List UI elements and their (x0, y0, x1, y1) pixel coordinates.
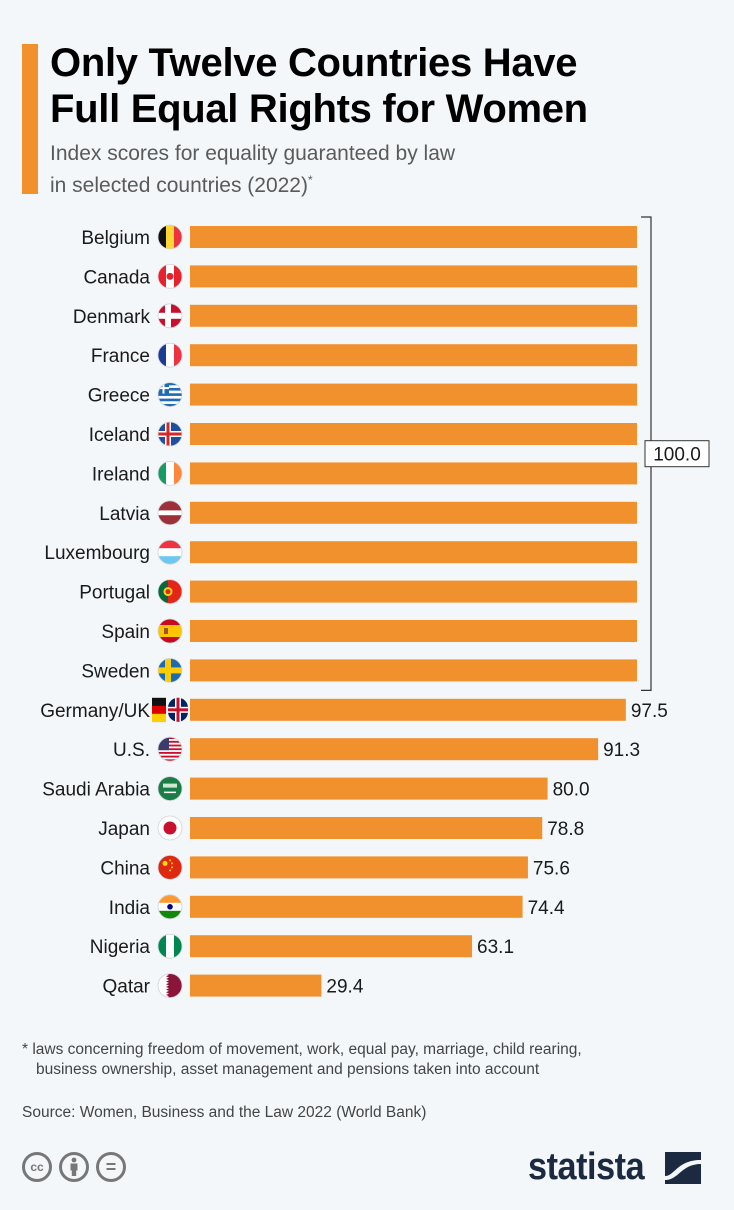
value-label: 29.4 (326, 977, 363, 998)
footnote: * laws concerning freedom of movement, w… (22, 1040, 632, 1080)
bar (190, 895, 523, 918)
title-line-2: Full Equal Rights for Women (50, 87, 588, 131)
category-label: Saudi Arabia (42, 780, 150, 801)
bar (190, 541, 637, 564)
value-label: 78.8 (547, 819, 584, 840)
value-label: 75.6 (533, 858, 570, 879)
license-icons: cc = (22, 1152, 126, 1182)
germany-flag (152, 697, 166, 723)
person-glyph (70, 1157, 78, 1176)
bar (190, 620, 637, 642)
bar (190, 777, 548, 800)
by-attribution-icon[interactable] (59, 1152, 89, 1182)
qatar-flag (157, 973, 183, 998)
latvia-flag (157, 500, 183, 526)
category-label: Spain (101, 622, 150, 643)
bar (190, 501, 637, 524)
group-label-box (644, 440, 710, 468)
bar (190, 935, 473, 958)
value-label: 91.3 (603, 740, 640, 761)
india-flag (157, 894, 183, 920)
statista-logo-icon (665, 1151, 702, 1184)
luxembourg-flag (157, 539, 183, 565)
category-label: Greece (88, 386, 150, 407)
statista-logo[interactable]: statista (528, 1146, 702, 1189)
category-label: Latvia (99, 504, 150, 525)
subtitle-footnote-mark: * (307, 173, 313, 187)
no-derivatives-icon[interactable]: = (96, 1152, 126, 1182)
group-label: 100.0 (653, 445, 701, 466)
uk-flag (168, 697, 188, 722)
us-flag (157, 736, 183, 762)
value-label: 74.4 (528, 898, 565, 919)
bar (190, 580, 637, 603)
category-label: Nigeria (90, 937, 151, 958)
france-flag (157, 342, 183, 368)
nigeria-flag (157, 933, 183, 959)
sweden-flag (157, 658, 183, 683)
denmark-flag (157, 303, 183, 329)
bar (190, 698, 626, 721)
chart-title: Only Twelve Countries Have Full Equal Ri… (50, 40, 588, 132)
category-label: Germany/UK (40, 701, 150, 722)
category-label: U.S. (113, 740, 150, 761)
japan-flag (157, 815, 183, 841)
bar (190, 265, 637, 288)
canada-flag (157, 263, 183, 289)
bar (190, 974, 322, 997)
bar (190, 304, 637, 327)
footnote-text: * laws concerning freedom of movement, w… (22, 1041, 582, 1078)
title-line-1: Only Twelve Countries Have (50, 41, 578, 85)
category-label: Qatar (102, 977, 150, 998)
subtitle-line-2: in selected countries (2022) (50, 174, 308, 197)
category-label: Sweden (81, 661, 150, 682)
cc-icon-label: cc (30, 1160, 44, 1174)
cc-icon[interactable]: cc (22, 1152, 52, 1182)
value-label: 97.5 (631, 701, 668, 722)
bar (190, 226, 637, 248)
bar (190, 738, 599, 761)
category-label: Denmark (73, 307, 151, 328)
category-label: Luxembourg (44, 543, 150, 564)
nd-icon-label: = (105, 1156, 117, 1177)
logo-text: statista (528, 1146, 645, 1188)
category-label: Japan (98, 819, 150, 840)
greece-flag (157, 382, 183, 408)
category-label: France (91, 346, 150, 367)
bar (190, 856, 528, 879)
china-flag (157, 855, 183, 880)
source-text: Source: Women, Business and the Law 2022… (22, 1104, 427, 1121)
subtitle-line-1: Index scores for equality guaranteed by … (50, 142, 456, 165)
bar (190, 344, 637, 367)
category-label: Iceland (89, 425, 150, 446)
bar (190, 462, 637, 485)
title-accent-bar (22, 44, 38, 194)
spain-flag (157, 618, 183, 644)
category-label: Portugal (79, 583, 150, 604)
category-label: Belgium (81, 228, 150, 249)
category-label: China (100, 858, 150, 879)
category-label: Canada (83, 267, 150, 288)
category-label: India (109, 898, 151, 919)
value-label: 80.0 (553, 780, 590, 801)
category-label: Ireland (92, 464, 150, 485)
bar-chart: Belgium Canada Denmark France Greece Iceland I… (40, 216, 710, 998)
ireland-flag (157, 460, 183, 486)
bar (190, 383, 637, 406)
chart-subtitle: Index scores for equality guaranteed by … (50, 140, 455, 199)
saudi-arabia-flag (157, 776, 183, 801)
bar (190, 817, 543, 839)
belgium-flag (157, 224, 183, 250)
iceland-flag (157, 421, 183, 447)
portugal-flag (157, 579, 183, 604)
bar (190, 423, 637, 445)
value-label: 63.1 (477, 937, 514, 958)
bar (190, 659, 637, 682)
